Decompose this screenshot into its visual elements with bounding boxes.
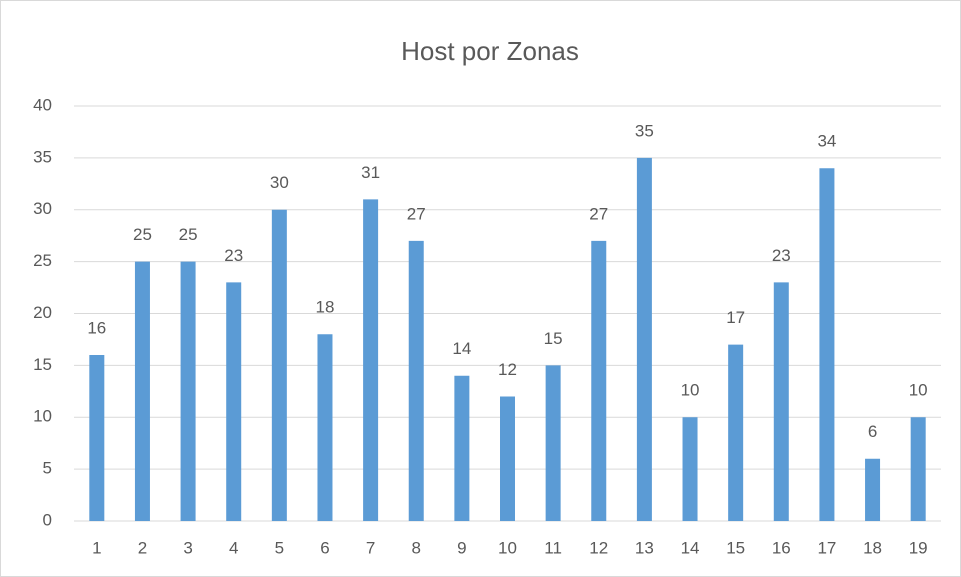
bar — [545, 365, 561, 521]
data-label: 23 — [224, 246, 243, 265]
x-tick-label: 6 — [320, 538, 329, 557]
y-tick-label: 35 — [33, 147, 52, 166]
data-label: 30 — [270, 173, 289, 192]
data-label: 25 — [133, 225, 152, 244]
x-tick-label: 17 — [817, 538, 836, 557]
bar — [317, 334, 333, 521]
chart-title: Host por Zonas — [401, 36, 579, 66]
y-tick-label: 30 — [33, 199, 52, 218]
x-tick-label: 19 — [909, 538, 928, 557]
bar — [89, 355, 105, 521]
bar — [728, 344, 744, 521]
bar — [500, 396, 515, 521]
bar — [134, 261, 150, 521]
data-label: 10 — [909, 381, 928, 400]
y-tick-label: 40 — [33, 95, 52, 114]
y-tick-label: 25 — [33, 251, 52, 270]
bar — [271, 209, 287, 521]
x-tick-label: 4 — [229, 538, 238, 557]
x-tick-label: 12 — [589, 538, 608, 557]
x-tick-label: 1 — [92, 538, 101, 557]
bar — [910, 417, 926, 521]
x-tick-label: 11 — [544, 538, 562, 557]
y-tick-label: 15 — [33, 355, 52, 374]
data-label: 27 — [407, 204, 426, 223]
data-label: 35 — [635, 121, 654, 140]
bar — [591, 240, 607, 521]
x-tick-label: 8 — [412, 538, 421, 557]
x-tick-label: 3 — [183, 538, 192, 557]
data-label: 6 — [868, 422, 877, 441]
bar — [773, 282, 789, 521]
data-label: 12 — [498, 360, 517, 379]
x-tick-label: 15 — [726, 538, 745, 557]
bar — [865, 458, 881, 521]
x-tick-label: 5 — [275, 538, 284, 557]
x-tick-label: 16 — [772, 538, 791, 557]
y-tick-label: 5 — [43, 459, 52, 478]
data-label: 14 — [452, 339, 471, 358]
y-tick-label: 0 — [43, 510, 52, 529]
bar — [180, 261, 196, 521]
data-label: 25 — [179, 225, 198, 244]
bar — [819, 168, 835, 521]
data-label: 15 — [544, 329, 563, 348]
x-tick-label: 18 — [863, 538, 882, 557]
data-label: 17 — [726, 308, 745, 327]
x-tick-label: 10 — [498, 538, 517, 557]
data-label: 27 — [589, 204, 608, 223]
bar — [226, 282, 242, 521]
data-label: 18 — [316, 298, 335, 317]
x-tick-label: 2 — [138, 538, 147, 557]
y-tick-label: 20 — [33, 303, 52, 322]
data-label: 10 — [681, 381, 700, 400]
data-label: 31 — [361, 163, 380, 182]
bar — [363, 199, 379, 521]
x-tick-label: 9 — [457, 538, 466, 557]
data-label: 34 — [817, 132, 836, 151]
x-tick-label: 7 — [366, 538, 375, 557]
data-label: 23 — [772, 246, 791, 265]
data-label: 16 — [87, 318, 106, 337]
x-tick-label: 14 — [681, 538, 700, 557]
y-tick-label: 10 — [33, 407, 52, 426]
x-tick-label: 13 — [635, 538, 654, 557]
bar — [454, 375, 470, 521]
bar — [636, 157, 652, 521]
bar — [408, 240, 424, 521]
bar — [682, 417, 698, 521]
